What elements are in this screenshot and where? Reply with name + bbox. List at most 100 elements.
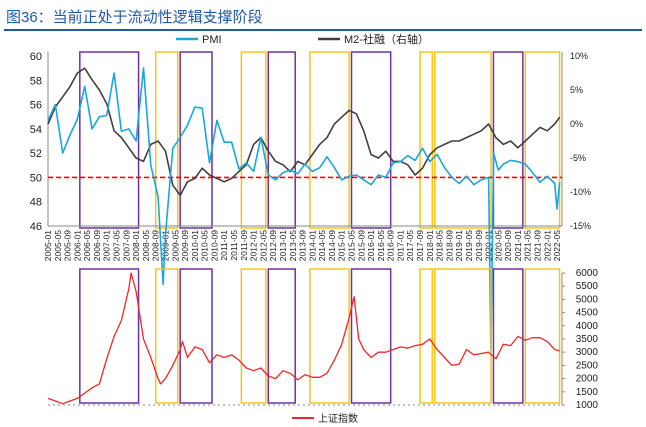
right-y-tick-label: -15% (570, 221, 591, 231)
x-tick-label: 2009-09 (180, 230, 190, 261)
bottom-y-tick-label: 5500 (576, 281, 599, 292)
x-tick-label: 2008-05 (141, 230, 151, 261)
highlight-period-box (524, 51, 561, 229)
x-tick-label: 2011-05 (229, 230, 239, 261)
highlight-period-box (433, 51, 492, 229)
x-tick-label: 2013-05 (288, 230, 298, 261)
highlight-period-box (492, 51, 524, 229)
x-tick-label: 2010-01 (190, 230, 200, 261)
title-rule (4, 29, 642, 31)
bottom-y-tick-label: 1500 (576, 387, 599, 398)
bottom-highlight-periods (79, 268, 561, 404)
x-tick-label: 2007-09 (121, 230, 131, 261)
x-tick-label: 2014-05 (317, 230, 327, 261)
highlight-period-box (79, 268, 140, 404)
bottom-y-tick-label: 1000 (576, 400, 599, 411)
right-y-tick-label: 10% (570, 51, 588, 61)
bottom-y-tick-label: 3000 (576, 347, 599, 358)
highlight-period-box (79, 51, 140, 229)
legend-label-pmi: PMI (202, 34, 222, 46)
left-y-tick-label: 54 (30, 124, 42, 136)
left-y-tick-label: 58 (30, 75, 42, 87)
m2-social-financing-line (47, 67, 561, 197)
x-tick-label: 2006-01 (72, 230, 82, 261)
highlight-period-box (240, 268, 267, 404)
x-tick-label: 2013-09 (298, 230, 308, 261)
x-tick-label: 2020-01 (484, 230, 494, 261)
x-tick-label: 2019-05 (464, 230, 474, 261)
x-tick-label: 2022-01 (542, 230, 552, 261)
x-tick-label: 2018-09 (444, 230, 454, 261)
pmi-line (47, 67, 561, 352)
left-y-tick-label: 56 (30, 100, 42, 112)
x-tick-label: 2011-09 (239, 230, 249, 261)
x-tick-label: 2020-09 (503, 230, 513, 261)
highlight-period-box (350, 268, 392, 404)
x-tick-label: 2015-05 (347, 230, 357, 261)
x-tick-label: 2006-05 (82, 230, 92, 261)
bottom-y-tick-label: 5000 (576, 294, 599, 305)
x-tick-label: 2021-01 (513, 230, 523, 261)
left-y-tick-label: 50 (30, 172, 42, 184)
x-tick-label: 2007-01 (102, 230, 112, 261)
shanghai-index-line (47, 272, 560, 405)
right-y-tick-label: 0% (570, 119, 583, 129)
x-tick-label: 2016-05 (376, 230, 386, 261)
left-y-tick-label: 46 (30, 221, 42, 233)
x-tick-label: 2019-01 (454, 230, 464, 261)
bottom-y-tick-label: 2500 (576, 360, 599, 371)
x-tick-label: 2015-09 (356, 230, 366, 261)
highlight-period-box (524, 268, 561, 404)
highlight-period-box (492, 268, 524, 404)
highlight-period-box (309, 268, 350, 404)
x-tick-label: 2012-01 (249, 230, 259, 261)
bottom-y-tick-label: 4000 (576, 321, 599, 332)
x-tick-label: 2006-09 (92, 230, 102, 261)
x-tick-label: 2010-09 (209, 230, 219, 261)
x-tick-label: 2013-01 (278, 230, 288, 261)
bottom-chart-legend: 上证指数 (292, 412, 358, 425)
legend-label-shanghai: 上证指数 (318, 412, 358, 425)
x-tick-label: 2017-01 (395, 230, 405, 261)
x-tick-label: 2008-01 (131, 230, 141, 261)
top-highlight-periods (79, 51, 561, 229)
highlight-period-box (267, 268, 296, 404)
legend-label-m2: M2-社融（右轴） (344, 32, 429, 46)
x-tick-label: 2008-09 (151, 230, 161, 261)
bottom-y-tick-label: 3500 (576, 334, 599, 345)
bottom-chart-axes: 1000 1500 2000 2500 3000 3500 4000 4500 5000 5500… (48, 268, 598, 411)
right-y-tick-label: -5% (570, 153, 586, 163)
x-tick-label: 2018-01 (425, 230, 435, 261)
x-tick-label: 2005-01 (43, 230, 53, 261)
top-chart-legend: PMI M2-社融（右轴） (176, 32, 429, 46)
x-tick-label: 2017-09 (415, 230, 425, 261)
x-tick-label: 2010-05 (200, 230, 210, 261)
highlight-period-box (419, 51, 434, 229)
bottom-y-tick-label: 4500 (576, 308, 599, 319)
x-tick-label: 2005-05 (53, 230, 63, 261)
bottom-y-tick-label: 6000 (576, 268, 599, 279)
highlight-period-box (419, 268, 434, 404)
highlight-period-box (350, 51, 392, 229)
x-tick-label: 2011-01 (219, 230, 229, 261)
x-tick-label: 2014-01 (307, 230, 317, 261)
x-tick-label: 2017-05 (405, 230, 415, 261)
x-tick-label: 2016-09 (386, 230, 396, 261)
x-tick-label: 2009-05 (170, 230, 180, 261)
x-tick-label: 2018-05 (435, 230, 445, 261)
right-y-tick-label: 5% (570, 85, 583, 95)
highlight-period-box (179, 268, 213, 404)
x-tick-label: 2007-05 (112, 230, 122, 261)
bottom-y-tick-label: 2000 (576, 374, 599, 385)
left-y-tick-label: 48 (30, 197, 42, 209)
figure-title: 图36：当前正处于流动性逻辑支撑阶段 (6, 9, 263, 26)
top-chart-lines (47, 67, 561, 352)
x-tick-label: 2019-09 (474, 230, 484, 261)
x-tick-label: 2005-09 (63, 230, 73, 261)
x-tick-label: 2014-09 (327, 230, 337, 261)
highlight-period-box (309, 51, 350, 229)
left-y-tick-label: 52 (30, 148, 42, 160)
highlight-period-box (433, 268, 492, 404)
x-tick-label: 2021-05 (523, 230, 533, 261)
